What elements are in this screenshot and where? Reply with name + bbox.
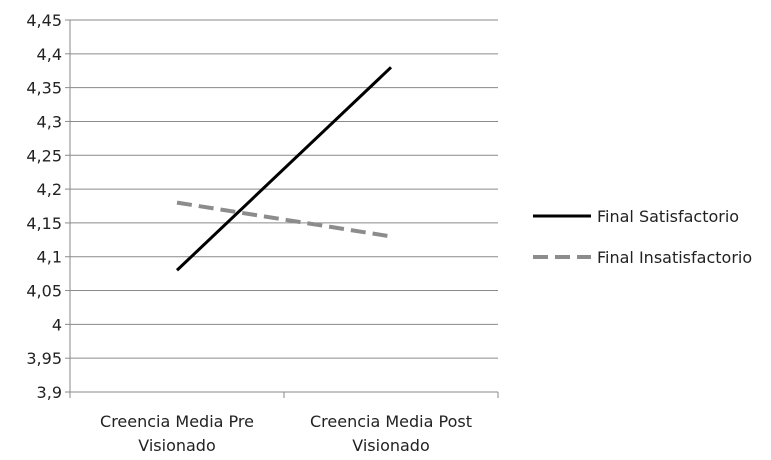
y-tick-labels: 3,9 3,95 4 4,05 4,1 4,15 4,2 4,25 4,3 4,35 4,4 4,45 (26, 11, 62, 402)
y-tick-label: 4 (52, 315, 62, 334)
y-tick-label: 3,95 (26, 349, 62, 368)
x-category-label: Creencia Media Post Visionado (310, 412, 472, 455)
y-tick-label: 4,05 (26, 282, 62, 301)
y-tick-label: 4,15 (26, 214, 62, 233)
x-category-labels: Creencia Media Pre Visionado Creencia Medi… (100, 412, 472, 455)
y-tick-label: 4,25 (26, 146, 62, 165)
y-tick-label: 4,35 (26, 79, 62, 98)
legend: Final Satisfactorio Final Insatisfactorio (533, 207, 752, 267)
series-line (176, 200, 392, 239)
legend-label: Final Satisfactorio (597, 207, 739, 226)
series-line (175, 66, 393, 272)
gridlines (70, 19, 498, 359)
y-tick-label: 4,2 (37, 180, 62, 199)
axes (65, 19, 499, 398)
series-lines (175, 66, 393, 272)
y-tick-label: 4,1 (37, 248, 62, 267)
y-tick-label: 4,4 (37, 45, 62, 64)
y-tick-label: 4,45 (26, 11, 62, 30)
y-tick-label: 3,9 (37, 383, 62, 402)
y-tick-label: 4,3 (37, 112, 62, 131)
x-category-label: Creencia Media Pre Visionado (100, 412, 254, 455)
legend-label: Final Insatisfactorio (597, 248, 752, 267)
